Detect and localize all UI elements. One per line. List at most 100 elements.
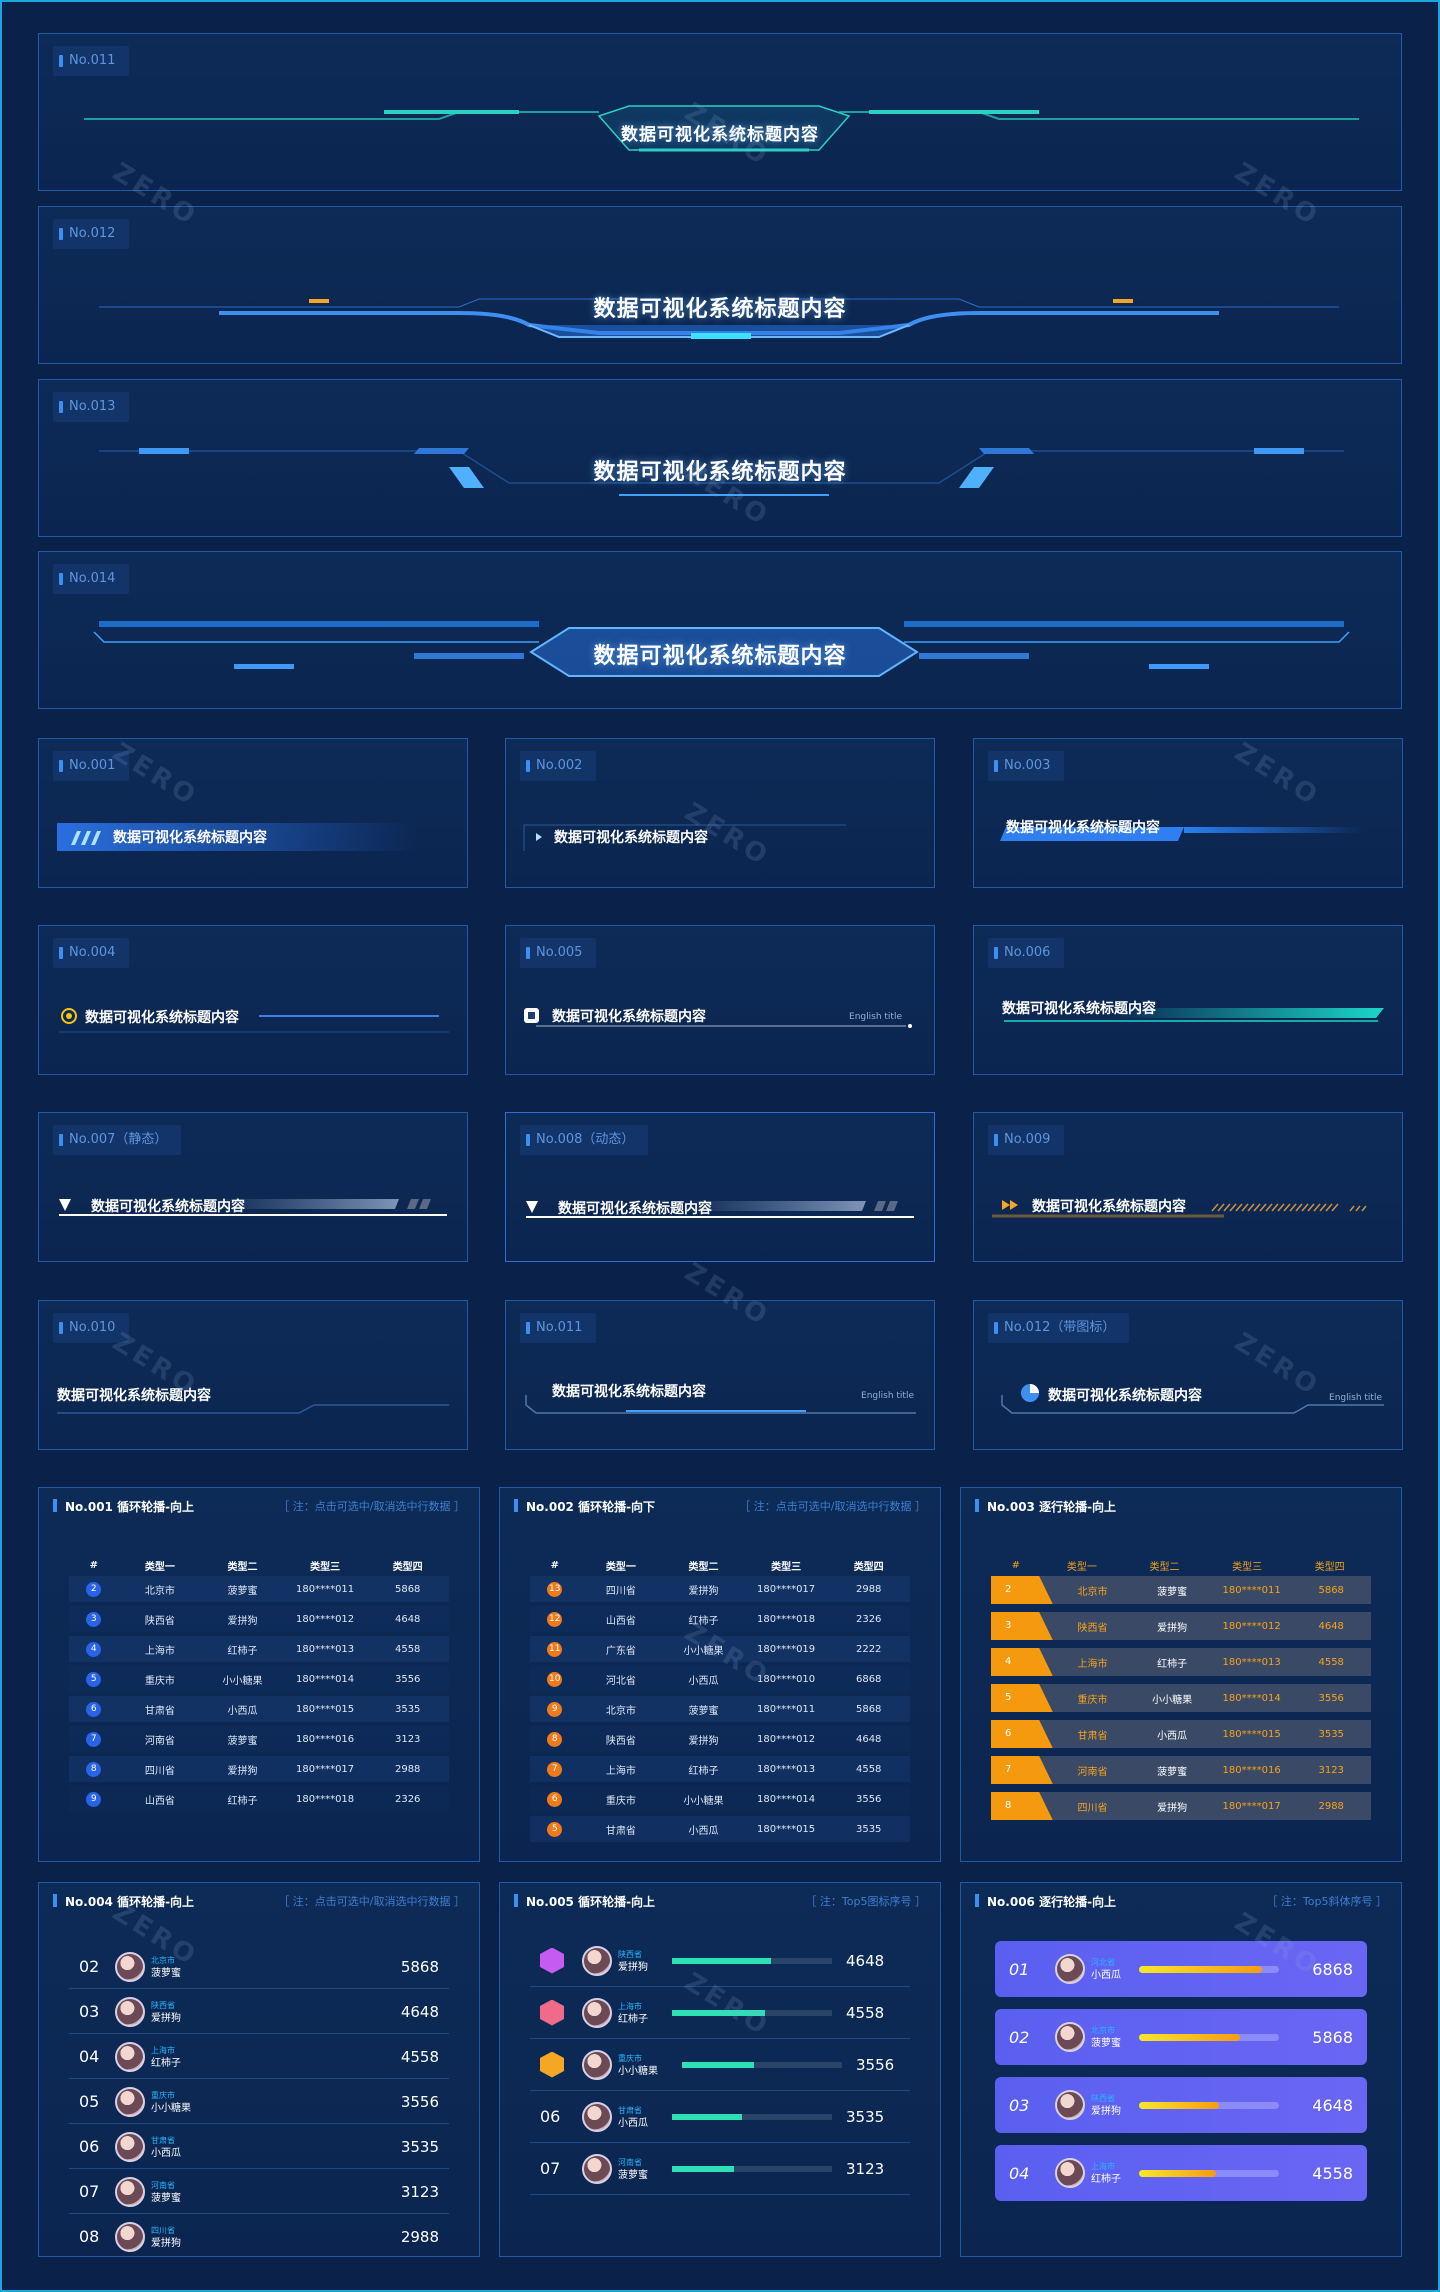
table-row[interactable]: 6 甘肃省 小西瓜 180****015 3535 (69, 1696, 449, 1722)
item-name: 小西瓜 (151, 2147, 181, 2159)
variant-tag: No.007（静态） (53, 1125, 182, 1155)
progress-bar (672, 2113, 832, 2120)
progress-fill (1139, 2101, 1219, 2109)
item-name: 爱拼狗 (151, 2237, 181, 2249)
list-item[interactable]: 重庆市 小小糖果 3556 (530, 2039, 910, 2091)
table-row[interactable]: 6 重庆市 小小糖果 180****014 3556 (530, 1786, 910, 1812)
province-label: 甘肃省 (618, 2105, 642, 2115)
table-row[interactable]: 7 上海市 红柿子 180****013 4558 (530, 1756, 910, 1782)
item-value: 4648 (1312, 2095, 1353, 2115)
list-item[interactable]: 08 四川省 爱拼狗 2988 (69, 2215, 449, 2256)
avatar (115, 2131, 145, 2162)
item-name: 爱拼狗 (1091, 2106, 1121, 2117)
list-item[interactable]: 04 上海市 红柿子 4558 (69, 2035, 449, 2079)
title-frame-decoration (84, 105, 1359, 152)
avatar (582, 1945, 612, 1976)
table-row[interactable]: 12 山西省 红柿子 180****018 2326 (530, 1606, 910, 1632)
list-item[interactable]: 上海市 红柿子 4558 (530, 1987, 910, 2039)
rank-number: 04 (79, 2047, 100, 2066)
rank-badge: 10 (547, 1671, 563, 1687)
panel-note: ［ 注：Top5图标序号 ］ (805, 1895, 926, 1908)
wide-title-text: 数据可视化系统标题内容 (593, 297, 847, 322)
avatar (1055, 2022, 1085, 2052)
english-subtitle: English title (849, 1012, 902, 1022)
table-row[interactable]: 5 重庆市 小小糖果 180****014 3556 (991, 1684, 1371, 1712)
list-item[interactable]: 03 陕西省 爱拼狗 4648 (69, 1990, 449, 2034)
progress-fill (1139, 1965, 1263, 1973)
panel-title: No.006 逐行轮播-向上 (975, 1893, 1116, 1910)
item-value: 6868 (1312, 1959, 1353, 1979)
avatar (1055, 2090, 1085, 2120)
table-row[interactable]: 9 山西省 红柿子 180****018 2326 (69, 1786, 449, 1812)
carousel-table-panel-2: No.002 循环轮播-向下 ［ 注：点击可选中/取消选中行数据 ］ # 类型一类… (499, 1487, 941, 1862)
table-row[interactable]: 8 陕西省 爱拼狗 180****012 4648 (530, 1726, 910, 1752)
table-row[interactable]: 3 陕西省 爱拼狗 180****012 4648 (991, 1612, 1371, 1640)
table-row[interactable]: 3 陕西省 爱拼狗 180****012 4648 (69, 1606, 449, 1632)
table-header: # 类型一 类型二 类型三 类型四 (550, 1559, 884, 1573)
avatar (582, 1997, 612, 2028)
table-row[interactable]: 7 河南省 菠萝蜜 180****016 3123 (991, 1756, 1371, 1784)
small-title-panel-1: No.001 数据可视化系统标题内容 (38, 738, 468, 888)
title-bar-decoration (57, 823, 417, 851)
rank-badge: 12 (547, 1611, 563, 1627)
table-row[interactable]: 8 四川省 爱拼狗 180****017 2988 (991, 1792, 1371, 1820)
ranking-panel-6: No.006 逐行轮播-向上 ［ 注：Top5斜体序号 ］ 01 河北省 小西瓜 68… (960, 1882, 1402, 2257)
small-title-panel-6: No.006 数据可视化系统标题内容 (973, 925, 1403, 1075)
table-row[interactable]: 5 重庆市 小小糖果 180****014 3556 (69, 1666, 449, 1692)
small-title-panel-9: No.009 数据可视化系统标题内容 (973, 1112, 1403, 1262)
item-value: 3556 (856, 2055, 895, 2074)
variant-tag: No.011 (520, 1313, 597, 1343)
medal-icon (540, 1999, 564, 2026)
carousel-table-panel-3: No.003 逐行轮播-向上 # 类型一 类型二 类型三 类型四 2 北京市 菠萝蜜 180*… (960, 1487, 1402, 1862)
table-row[interactable]: 13 四川省 爱拼狗 180****017 2988 (530, 1576, 910, 1602)
small-title-text: 数据可视化系统标题内容 (1002, 1001, 1156, 1017)
list-item[interactable]: 06 甘肃省 小西瓜 3535 (530, 2091, 910, 2143)
small-title-panel-7: No.007（静态） 数据可视化系统标题内容 (38, 1112, 468, 1262)
table-row[interactable]: 10 河北省 小西瓜 180****010 6868 (530, 1666, 910, 1692)
avatar (115, 2176, 145, 2207)
table-row[interactable]: 2 北京市 菠萝蜜 180****011 5868 (991, 1576, 1371, 1604)
list-item[interactable]: 05 重庆市 小小糖果 3556 (69, 2080, 449, 2124)
title-frame-decoration (93, 621, 1350, 677)
item-name: 菠萝蜜 (151, 2192, 181, 2204)
item-name: 爱拼狗 (151, 2012, 181, 2024)
wide-title-panel-13: No.013 数据可视化系统标题内容 (38, 379, 1402, 537)
table-row[interactable]: 11 广东省 小小糖果 180****019 2222 (530, 1636, 910, 1662)
table-row[interactable]: 9 北京市 菠萝蜜 180****011 5868 (530, 1696, 910, 1722)
item-name: 红柿子 (1091, 2174, 1121, 2185)
rank-badge: 6 (547, 1791, 563, 1807)
table-row[interactable]: 8 四川省 爱拼狗 180****017 2988 (69, 1756, 449, 1782)
progress-bar (672, 2165, 832, 2172)
list-item[interactable]: 07 河南省 菠萝蜜 3123 (69, 2170, 449, 2214)
table-row[interactable]: 6 甘肃省 小西瓜 180****015 3535 (991, 1720, 1371, 1748)
table-row[interactable]: 4 上海市 红柿子 180****013 4558 (69, 1636, 449, 1662)
province-label: 陕西省 (1091, 2094, 1115, 2103)
province-label: 上海市 (151, 2045, 175, 2055)
list-item[interactable]: 02 北京市 菠萝蜜 5868 (69, 1945, 449, 1989)
table-row[interactable]: 4 上海市 红柿子 180****013 4558 (991, 1648, 1371, 1676)
panel-note: ［ 注：点击可选中/取消选中行数据 ］ (739, 1500, 926, 1513)
list-item[interactable]: 02 北京市 菠萝蜜 5868 (995, 2009, 1367, 2065)
list-item[interactable]: 03 陕西省 爱拼狗 4648 (995, 2077, 1367, 2133)
table-row[interactable]: 5 甘肃省 小西瓜 180****015 3535 (530, 1816, 910, 1842)
rank-badge: 6 (86, 1701, 102, 1717)
item-name: 红柿子 (618, 2013, 648, 2025)
list-item[interactable]: 07 河南省 菠萝蜜 3123 (530, 2143, 910, 2195)
list-item[interactable]: 04 上海市 红柿子 4558 (995, 2145, 1367, 2201)
variant-tag: No.009 (988, 1125, 1065, 1155)
small-title-text: 数据可视化系统标题内容 (552, 1009, 706, 1025)
list-item[interactable]: 06 甘肃省 小西瓜 3535 (69, 2125, 449, 2169)
panel-note: ［ 注：Top5斜体序号 ］ (1266, 1895, 1387, 1908)
variant-tag: No.004 (53, 938, 130, 968)
province-label: 河北省 (1091, 1958, 1115, 1967)
rank-number: 02 (1009, 2027, 1030, 2047)
title-frame-decoration (99, 298, 1339, 339)
small-title-panel-4: No.004 数据可视化系统标题内容 (38, 925, 468, 1075)
item-value: 4558 (400, 2047, 439, 2066)
province-label: 重庆市 (151, 2090, 175, 2100)
list-item[interactable]: 01 河北省 小西瓜 6868 (995, 1941, 1367, 1997)
list-item[interactable]: 陕西省 爱拼狗 4648 (530, 1935, 910, 1987)
table-row[interactable]: 2 北京市 菠萝蜜 180****011 5868 (69, 1576, 449, 1602)
table-row[interactable]: 7 河南省 菠萝蜜 180****016 3123 (69, 1726, 449, 1752)
item-name: 菠萝蜜 (618, 2169, 648, 2181)
